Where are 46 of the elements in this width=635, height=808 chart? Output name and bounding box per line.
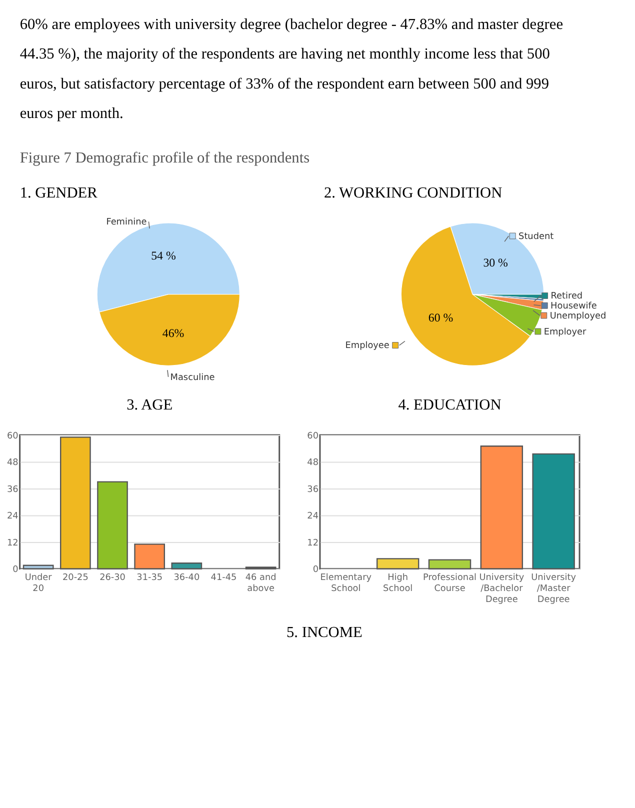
y-tick-label: 36 — [6, 484, 19, 495]
y-tick-label: 24 — [307, 512, 319, 522]
legend-label: Unemployed — [550, 311, 606, 322]
x-tick-label: Under 20 — [24, 573, 52, 594]
x-tick-label: Elementary School — [320, 573, 372, 594]
y-tick-label: 48 — [307, 458, 319, 468]
caption: Figure 7 Demografic profile of the respondents — [20, 150, 310, 167]
chart-title: 1. GENDER — [20, 184, 98, 202]
legend-label: Student — [518, 232, 554, 242]
x-tick-label: 46 and above — [245, 573, 276, 594]
x-tick-label: 41-45 — [210, 573, 237, 584]
text: euros, but satisfactory percentage of 33% of the respondent earn between 500 and 999 — [20, 75, 550, 92]
data-label: 46% — [162, 326, 184, 340]
legend-label: Employer — [544, 327, 586, 338]
x-tick-label: High School — [383, 573, 413, 594]
legend-label: Retired — [550, 292, 583, 302]
y-tick-label: 48 — [6, 458, 19, 468]
y-tick-label: 60 — [6, 431, 19, 442]
data-label: 60 % — [428, 310, 454, 324]
x-tick-label: 31-35 — [136, 573, 163, 584]
chart-title: 2. WORKING CONDITION — [324, 184, 502, 202]
x-tick-label: University /Master Degree — [531, 573, 576, 605]
y-tick-label: 24 — [6, 512, 19, 522]
x-tick-label: 26-30 — [100, 573, 126, 584]
text: euros per month. — [20, 104, 124, 122]
legend-label: Housewife — [550, 302, 597, 312]
y-tick-label: 60 — [307, 431, 319, 442]
chart-title: 4. EDUCATION — [398, 396, 502, 414]
data-label: 30 % — [483, 256, 508, 270]
slice-label: Employee — [345, 341, 390, 352]
x-tick-label: 20-25 — [62, 573, 88, 584]
x-tick-label: 36-40 — [174, 573, 200, 584]
chart-title: 3. AGE — [126, 396, 173, 414]
text: 60% are employees with university degree (bachelor degree - 47.83% and master degree — [20, 16, 564, 33]
data-label: 54 % — [151, 248, 176, 262]
y-tick-label: 12 — [307, 538, 318, 548]
x-tick-label: Professional Course — [422, 573, 477, 594]
y-tick-label: 0 — [312, 565, 319, 576]
slice-label: Feminine — [106, 218, 147, 228]
y-tick-label: 0 — [12, 565, 19, 576]
text: 5. INCOME — [286, 624, 362, 642]
slice-label: Masculine — [170, 372, 215, 383]
y-tick-label: 12 — [6, 538, 18, 548]
y-tick-label: 36 — [307, 484, 319, 495]
text: 44.35 %), the majority of the respondents are having net monthly income less that 500 — [20, 46, 550, 63]
x-tick-label: University /Bachelor Degree — [479, 573, 524, 605]
